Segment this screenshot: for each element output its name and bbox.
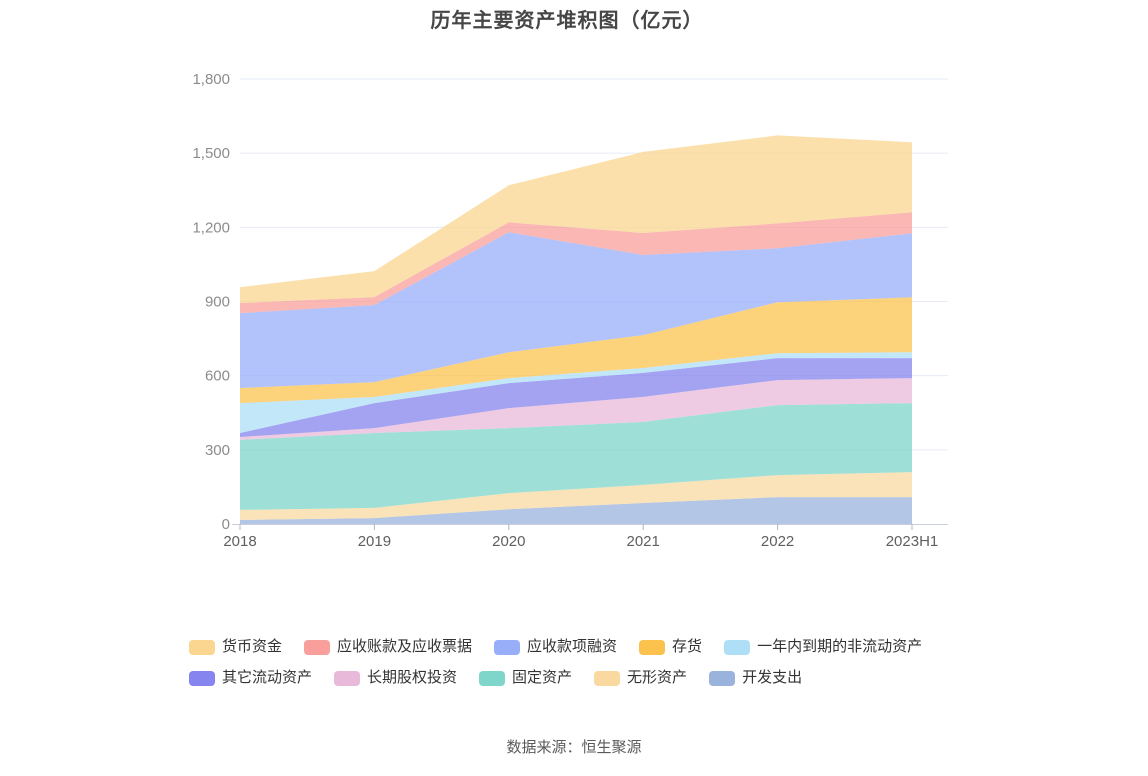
legend-swatch-intangible-assets — [594, 670, 621, 686]
area-development-expenditure — [240, 497, 912, 524]
chart-title: 历年主要资产堆积图（亿元） — [430, 10, 704, 32]
y-axis-label: 1,500 — [192, 145, 230, 162]
legend-label: 开发支出 — [742, 669, 803, 686]
legend-item-noncurrent-assets-due-within-one-year[interactable]: 一年内到期的非流动资产 — [724, 638, 922, 656]
x-axis-label: 2020 — [492, 533, 525, 550]
area-receivables-financing — [240, 232, 912, 388]
x-axis-label: 2018 — [223, 533, 256, 550]
legend-item-receivables-financing[interactable]: 应收款项融资 — [494, 638, 617, 656]
legend-item-long-term-equity-investment[interactable]: 长期股权投资 — [334, 669, 457, 687]
area-fixed-assets — [240, 403, 912, 510]
legend-item-fixed-assets[interactable]: 固定资产 — [479, 669, 572, 687]
area-notes-and-accounts-receivable — [240, 212, 912, 314]
legend-label: 固定资产 — [512, 669, 573, 686]
legend-swatch-noncurrent-assets-due-within-one-year — [724, 639, 751, 655]
x-axis-label: 2022 — [761, 533, 794, 550]
legend-swatch-fixed-assets — [479, 670, 506, 686]
legend-label: 存货 — [672, 638, 703, 655]
y-axis-label: 1,200 — [192, 219, 230, 236]
legend-item-intangible-assets[interactable]: 无形资产 — [594, 669, 687, 687]
y-axis-label: 600 — [205, 368, 230, 385]
y-axis-label: 1,800 — [192, 71, 230, 88]
legend-item-development-expenditure[interactable]: 开发支出 — [709, 669, 802, 687]
legend-swatch-development-expenditure — [709, 670, 736, 686]
stacked-area-chart: 0 300 600 900 1,200 1,500 1,800 2018 2019 2020 202… — [192, 71, 948, 550]
y-axis-label: 900 — [205, 294, 230, 311]
legend-swatch-inventory — [639, 639, 666, 655]
legend-label: 无形资产 — [627, 669, 688, 686]
x-axis-label: 2019 — [358, 533, 391, 550]
area-intangible-assets — [240, 472, 912, 520]
legend-item-monetary-funds[interactable]: 货币资金 — [189, 638, 282, 656]
chart-legend-rows: 货币资金 应收账款及应收票据 应收款项融资 存货 一年内到期的非流动资产其它流动资产 长期… — [189, 638, 959, 700]
legend-label: 应收款项融资 — [527, 638, 618, 655]
legend-swatch-long-term-equity-investment — [334, 670, 361, 686]
area-other-current-assets — [240, 358, 912, 437]
legend-swatch-other-current-assets — [189, 670, 215, 686]
legend-label: 长期股权投资 — [367, 669, 458, 686]
area-inventory — [240, 297, 912, 404]
chart-legend: 货币资金 应收账款及应收票据 应收款项融资 存货 一年内到期的非流动资产其它流动资产 长期… — [0, 638, 1148, 700]
legend-swatch-notes-and-accounts-receivable — [304, 639, 331, 655]
legend-label: 一年内到期的非流动资产 — [757, 638, 923, 655]
y-axis-label: 0 — [222, 516, 230, 533]
legend-swatch-monetary-funds — [189, 639, 215, 655]
legend-label: 应收账款及应收票据 — [337, 638, 473, 655]
y-axis-label: 300 — [205, 442, 230, 459]
data-source: 数据来源：恒生聚源 — [506, 739, 642, 756]
area-monetary-funds — [240, 135, 912, 303]
legend-label: 货币资金 — [222, 638, 283, 655]
legend-item-inventory[interactable]: 存货 — [639, 638, 702, 656]
legend-item-other-current-assets[interactable]: 其它流动资产 — [189, 669, 312, 687]
area-long-term-equity-investment — [240, 378, 912, 440]
x-axis-label: 2023H1 — [886, 533, 939, 550]
legend-swatch-receivables-financing — [494, 639, 521, 655]
legend-label: 其它流动资产 — [222, 669, 313, 686]
x-axis-label: 2021 — [627, 533, 660, 550]
legend-item-notes-and-accounts-receivable[interactable]: 应收账款及应收票据 — [304, 638, 472, 656]
